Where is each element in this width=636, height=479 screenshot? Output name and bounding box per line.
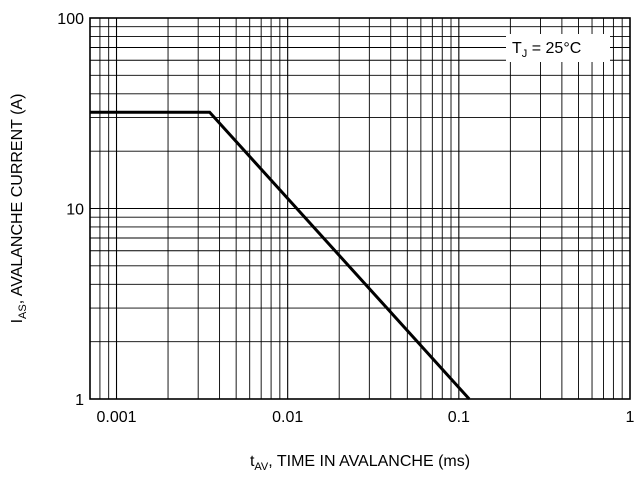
grid — [90, 18, 630, 399]
x-tick-label: 1 — [626, 409, 635, 426]
annotation-sub: J — [522, 48, 528, 60]
y-axis-label: IAS, AVALANCHE CURRENT (A) — [9, 94, 29, 324]
annotation-main: T — [512, 40, 522, 57]
series-layer — [90, 110, 471, 401]
annotation-label: TJ = 25°C — [512, 40, 581, 60]
x-axis-label-main: t — [250, 453, 255, 470]
y-axis-label-rest: , AVALANCHE CURRENT (A) — [9, 94, 26, 305]
annotation-rest: = 25°C — [527, 40, 581, 57]
y-tick-label: 100 — [57, 11, 84, 28]
x-axis-label: tAV, TIME IN AVALANCHE (ms) — [250, 453, 470, 473]
series-line — [90, 110, 471, 401]
annotation-background — [506, 34, 610, 62]
plot-frame — [89, 17, 631, 400]
x-tick-label: 0.1 — [448, 409, 470, 426]
x-tick-label: 0.001 — [96, 409, 136, 426]
x-axis-label-rest: , TIME IN AVALANCHE (ms) — [268, 453, 470, 470]
x-axis-label-sub: AV — [254, 461, 269, 473]
y-axis-label-main: I — [9, 319, 26, 323]
y-tick-label: 10 — [66, 202, 84, 219]
y-tick-label: 1 — [75, 392, 84, 409]
y-axis-label-sub: AS — [17, 304, 29, 319]
tick-labels: 0.001 0.01 0.1 1 1 10 100 — [57, 11, 634, 426]
temperature-annotation: TJ = 25°C — [506, 34, 610, 62]
x-tick-label: 0.01 — [272, 409, 303, 426]
